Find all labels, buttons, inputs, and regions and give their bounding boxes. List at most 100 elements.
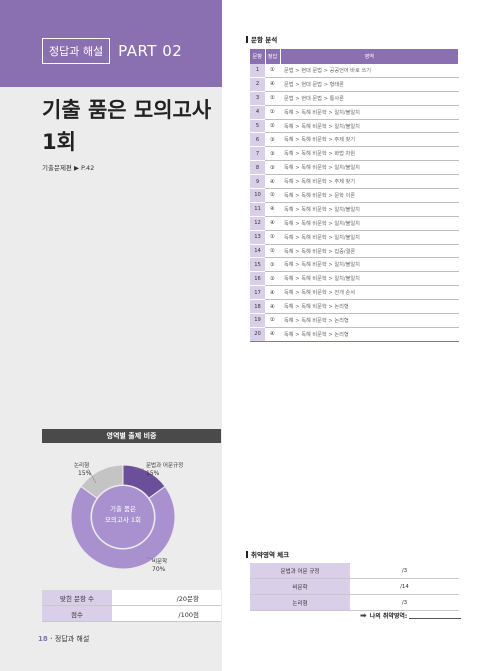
weak-value[interactable]: /3 xyxy=(350,594,459,611)
area-cell: 독해 > 독해 비문학 > 주제 찾기 xyxy=(280,174,459,190)
table-row: 20 ④ 독해 > 독해 비문학 > 논리형 xyxy=(250,327,459,342)
reading-leader xyxy=(145,556,153,560)
question-number: 13 xyxy=(250,230,265,245)
question-number: 5 xyxy=(250,119,265,134)
weak-row: 비문학 /14 xyxy=(250,578,459,595)
table-row: 19 ② 독해 > 독해 비문학 > 논리형 xyxy=(250,313,459,328)
question-number: 3 xyxy=(250,91,265,106)
weak-value[interactable]: /14 xyxy=(350,578,459,595)
question-number: 15 xyxy=(250,257,265,273)
section-marker xyxy=(246,551,248,558)
table-row: 3 ② 문법 > 현대 문법 > 통사론 xyxy=(250,91,459,106)
question-number: 14 xyxy=(250,244,265,259)
answer-badge: 정답과 해설 xyxy=(42,38,111,64)
arrow-right-icon: ➡ xyxy=(360,611,367,620)
weak-row: 문법과 어문 규정 /3 xyxy=(250,563,459,579)
logic-label: 논리형 xyxy=(74,461,89,469)
area-cell: 독해 > 독해 비문학 > 전개 순서 xyxy=(280,285,459,301)
answer-cell: ④ xyxy=(265,174,280,190)
question-number: 1 xyxy=(250,64,265,78)
grammar-label: 문법과 어문규정 xyxy=(146,461,183,469)
table-row: 18 ④ 독해 > 독해 비문학 > 논리형 xyxy=(250,299,459,315)
donut-slice-1 xyxy=(70,485,176,570)
area-cell: 독해 > 독해 비문학 > 논리형 xyxy=(280,327,459,342)
question-number: 18 xyxy=(250,299,265,315)
answer-cell: ① xyxy=(265,230,280,245)
table-row: 17 ④ 독해 > 독해 비문학 > 전개 순서 xyxy=(250,285,459,301)
area-cell: 독해 > 독해 비문학 > 일치/불일치 xyxy=(280,230,459,245)
score-table: 맞힌 문항 수 /20문항 점수 /100점 xyxy=(42,590,221,622)
question-number: 10 xyxy=(250,188,265,203)
answer-cell: ① xyxy=(265,257,280,273)
answer-cell: ① xyxy=(265,105,280,120)
area-cell: 독해 > 독해 비문학 > 화법 차원 xyxy=(280,146,459,162)
score-row: 점수 /100점 xyxy=(42,605,221,622)
table-row: 4 ① 독해 > 독해 비문학 > 일치/불일치 xyxy=(250,105,459,120)
logic-pct: 15% xyxy=(78,470,92,477)
question-number: 9 xyxy=(250,174,265,190)
answer-cell: ④ xyxy=(265,202,280,217)
donut-center xyxy=(92,486,154,548)
table-row: 8 ③ 독해 > 독해 비문학 > 일치/불일치 xyxy=(250,160,459,176)
area-cell: 독해 > 독해 비문학 > 논리형 xyxy=(280,313,459,328)
analysis-table: 문항 정답 영역 1 ① 문법 > 현대 문법 > 공공언어 바로 쓰기 2 ④ 문법 >… xyxy=(250,49,459,342)
table-row: 13 ① 독해 > 독해 비문학 > 일치/불일치 xyxy=(250,230,459,245)
weak-label: 비문학 xyxy=(250,578,350,595)
table-row: 14 ② 독해 > 독해 비문학 > 집중/결론 xyxy=(250,244,459,259)
donut-center-line-1: 기출 품은 xyxy=(110,504,136,513)
col-question: 문항 xyxy=(250,49,266,64)
score-label: 점수 xyxy=(42,605,112,622)
area-cell: 독해 > 독해 비문학 > 문학 이론 xyxy=(280,188,459,203)
weak-title: 취약영역 체크 xyxy=(251,551,290,559)
answer-cell: ③ xyxy=(265,132,280,148)
correct-count-row: 맞힌 문항 수 /20문항 xyxy=(42,590,221,606)
donut-heading: 영역별 출제 비중 xyxy=(42,429,221,443)
donut-center-line-2: 모의고사 1회 xyxy=(105,515,141,524)
page-number: 18 xyxy=(38,635,48,643)
table-row: 16 ② 독해 > 독해 비문학 > 일치/불일치 xyxy=(250,271,459,287)
area-cell: 독해 > 독해 비문학 > 일치/불일치 xyxy=(280,202,459,217)
answer-cell: ③ xyxy=(265,146,280,162)
weak-label: 논리형 xyxy=(250,594,350,611)
area-cell: 독해 > 독해 비문학 > 일치/불일치 xyxy=(280,105,459,120)
answer-cell: ② xyxy=(265,271,280,287)
reading-pct: 70% xyxy=(152,566,166,573)
area-cell: 독해 > 독해 비문학 > 논리형 xyxy=(280,299,459,315)
footer-label: 정답과 해설 xyxy=(54,635,90,643)
area-cell: 문법 > 현대 문법 > 공공언어 바로 쓰기 xyxy=(280,64,459,78)
weak-section-title: 취약영역 체크 xyxy=(246,549,289,559)
correct-count-input[interactable]: /20문항 xyxy=(112,590,221,606)
question-number: 19 xyxy=(250,313,265,328)
part-heading: 정답과 해설 PART 02 xyxy=(42,38,182,64)
table-row: 12 ④ 독해 > 독해 비문학 > 일치/불일치 xyxy=(250,216,459,231)
section-marker xyxy=(246,36,248,43)
answer-cell: ④ xyxy=(265,299,280,315)
area-cell: 독해 > 독해 비문학 > 일치/불일치 xyxy=(280,257,459,273)
title-line-2: 1회 xyxy=(42,130,76,154)
weak-value[interactable]: /3 xyxy=(350,563,459,579)
area-cell: 독해 > 독해 비문학 > 집중/결론 xyxy=(280,244,459,259)
analysis-title: 문항 분석 xyxy=(251,36,278,44)
donut-chart: 기출 품은 모의고사 1회 논리형 15% 문법과 어문규정 15% 비문학 7… xyxy=(70,461,183,573)
answer-cell: ① xyxy=(265,64,280,78)
table-row: 10 ② 독해 > 독해 비문학 > 문학 이론 xyxy=(250,188,459,203)
page-footer: 18 · 정답과 해설 xyxy=(38,634,89,644)
header-band: 정답과 해설 PART 02 xyxy=(0,0,222,87)
table-row: 7 ③ 독해 > 독해 비문학 > 화법 차원 xyxy=(250,146,459,162)
analysis-section-title: 문항 분석 xyxy=(246,34,277,44)
score-input[interactable]: /100점 xyxy=(112,605,221,622)
answer-cell: ② xyxy=(265,244,280,259)
question-number: 16 xyxy=(250,271,265,287)
table-row: 5 ② 독해 > 독해 비문학 > 일치/불일치 xyxy=(250,119,459,134)
reading-label: 비문학 xyxy=(152,557,167,565)
my-weak-label: 나의 취약영역: xyxy=(369,613,408,620)
answer-cell: ② xyxy=(265,313,280,328)
table-row: 11 ④ 독해 > 독해 비문학 > 일치/불일치 xyxy=(250,202,459,217)
my-weak-input[interactable] xyxy=(409,612,462,619)
answer-cell: ④ xyxy=(265,77,280,92)
table-row: 1 ① 문법 > 현대 문법 > 공공언어 바로 쓰기 xyxy=(250,64,459,78)
grammar-pct: 15% xyxy=(146,470,160,477)
answer-cell: ② xyxy=(265,188,280,203)
area-cell: 독해 > 독해 비문학 > 일치/불일치 xyxy=(280,119,459,134)
answer-cell: ② xyxy=(265,119,280,134)
